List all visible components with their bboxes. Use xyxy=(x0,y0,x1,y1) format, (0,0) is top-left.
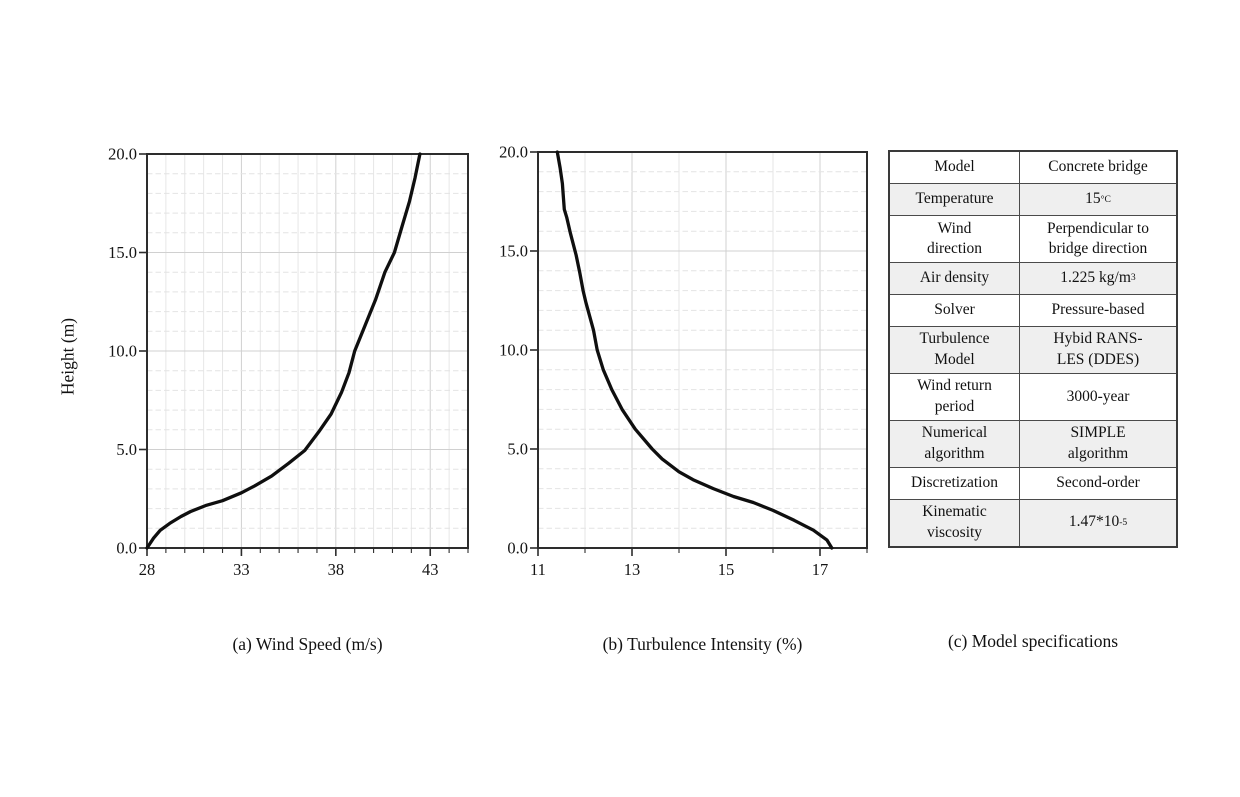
y-axis-title: Height (m) xyxy=(57,317,78,396)
y-tick-label: 10.0 xyxy=(499,341,528,360)
x-tick-label: 38 xyxy=(328,560,345,579)
spec-value-cell: Second-order xyxy=(1056,473,1140,491)
spec-value-cell: 1.47*10 -5 xyxy=(1068,513,1128,531)
model-specifications-table: Model Concrete bridge Temperature 15 °C Wind … xyxy=(888,150,1178,548)
y-tick-label: 15.0 xyxy=(499,242,528,261)
spec-value-cell: Perpendicular to bridge direction xyxy=(1046,219,1149,257)
caption-wind-speed: (a) Wind Speed (m/s) xyxy=(232,634,383,654)
x-tick-label: 43 xyxy=(422,560,439,579)
y-tick-label: 0.0 xyxy=(116,539,137,558)
wind-speed-plot: 28 33 38 43 0.0 5.0 10.0 15.0 20.0 xyxy=(108,145,469,579)
turbulence-intensity-profile xyxy=(555,150,834,550)
y-tick-label: 0.0 xyxy=(507,539,528,558)
spec-label-cell: Discretization xyxy=(890,467,1020,499)
spec-value-cell: Pressure-based xyxy=(1051,301,1145,319)
table-row: Numerical algorithm SIMPLE algorithm xyxy=(890,420,1176,468)
spec-label-cell: Wind direction xyxy=(890,216,1020,262)
x-tick-label: 11 xyxy=(530,560,546,579)
wind-speed-chart: 28 33 38 43 0.0 5.0 10.0 15.0 20.0 xyxy=(95,142,476,592)
table-row: Discretization Second-order xyxy=(890,467,1176,500)
turbulence-intensity-plot: 11 13 15 17 0.0 5.0 10.0 15.0 20.0 xyxy=(499,143,868,579)
y-tick-label: 5.0 xyxy=(116,440,137,459)
spec-value-cell: Concrete bridge xyxy=(1048,158,1148,176)
table-row: Kinematic viscosity 1.47*10 -5 xyxy=(890,499,1176,546)
spec-label-cell: Numerical algorithm xyxy=(890,420,1020,467)
spec-label-cell: Kinematic viscosity xyxy=(890,499,1020,546)
table-row: Wind direction Perpendicular to bridge di… xyxy=(890,216,1176,263)
spec-value-cell: 15 °C xyxy=(1085,190,1111,208)
wind-speed-profile xyxy=(145,152,422,550)
table-row: Solver Pressure-based xyxy=(890,294,1176,327)
caption-turbulence-intensity: (b) Turbulence Intensity (%) xyxy=(602,634,803,654)
x-tick-label: 17 xyxy=(812,560,829,579)
spec-label-cell: Turbulence Model xyxy=(890,326,1020,373)
spec-value-cell: 3000-year xyxy=(1066,387,1130,405)
spec-value-cell: Hybid RANS- LES (DDES) xyxy=(1053,330,1143,368)
spec-value-cell: SIMPLE algorithm xyxy=(1067,424,1129,462)
spec-label-cell: Model xyxy=(890,152,1020,183)
spec-value-cell: 1.225 kg/m 3 xyxy=(1060,269,1136,287)
y-tick-label: 10.0 xyxy=(108,342,137,361)
spec-label-cell: Air density xyxy=(890,262,1020,294)
spec-label-cell: Wind return period xyxy=(890,373,1020,420)
table-row: Model Concrete bridge xyxy=(890,152,1176,184)
table-row: Air density 1.225 kg/m 3 xyxy=(890,262,1176,295)
x-tick-label: 28 xyxy=(139,560,156,579)
spec-label-cell: Temperature xyxy=(890,184,1020,215)
table-row: Wind return period 3000-year xyxy=(890,373,1176,421)
spec-label-cell: Solver xyxy=(890,294,1020,326)
y-tick-label: 5.0 xyxy=(507,440,528,459)
x-tick-label: 33 xyxy=(233,560,250,579)
turbulence-intensity-chart: 11 13 15 17 0.0 5.0 10.0 15.0 20.0 xyxy=(486,140,875,592)
y-tick-label: 15.0 xyxy=(108,243,137,262)
table-row: Turbulence Model Hybid RANS- LES (DDES) xyxy=(890,326,1176,374)
y-tick-label: 20.0 xyxy=(499,143,528,162)
caption-model-specifications: (c) Model specifications xyxy=(947,631,1119,651)
y-tick-label: 20.0 xyxy=(108,145,137,164)
x-tick-label: 15 xyxy=(718,560,735,579)
table-row: Temperature 15 °C xyxy=(890,184,1176,216)
x-tick-label: 13 xyxy=(624,560,641,579)
